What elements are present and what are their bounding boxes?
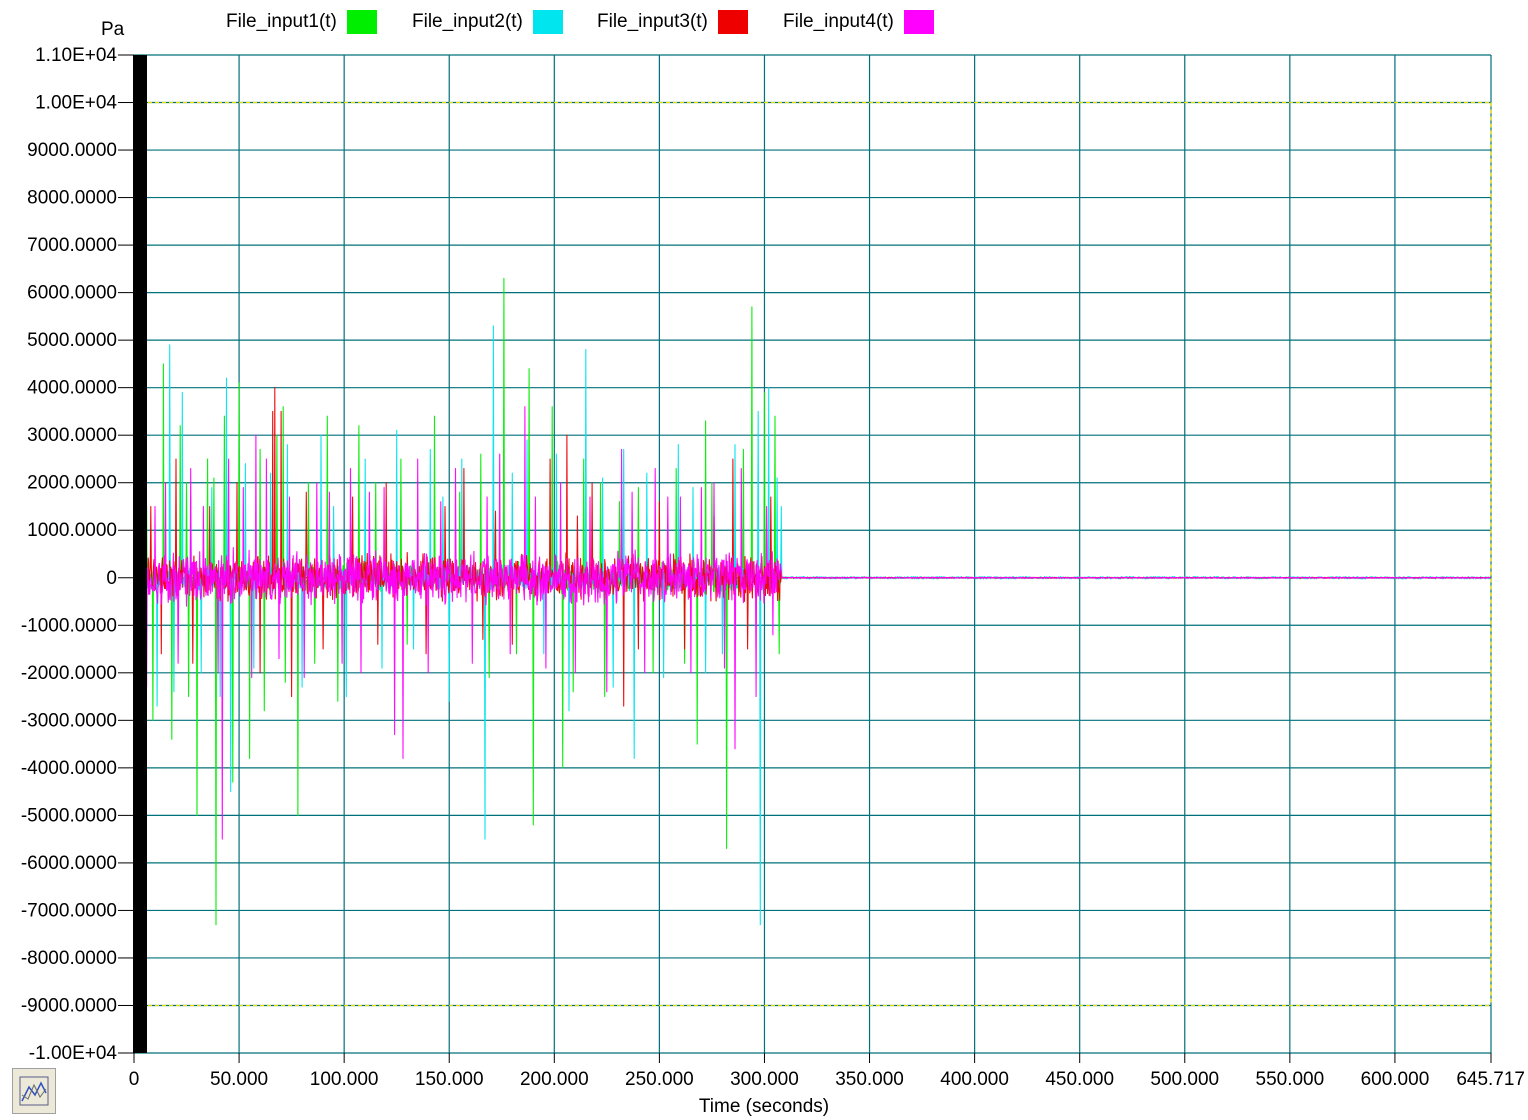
- legend-label: File_input3(t): [597, 11, 708, 32]
- legend-swatch: [717, 10, 748, 34]
- x-tick-label: 300.000: [730, 1069, 799, 1090]
- x-tick-label: 600.000: [1361, 1069, 1430, 1090]
- x-axis-ticks: 0 50.000 100.000 150.000 200.000 250.000 300.0…: [129, 1053, 1525, 1090]
- y-tick-label: -1000.0000: [21, 615, 117, 636]
- y-tick-label: -3000.0000: [21, 710, 117, 731]
- x-tick-label: 550.000: [1256, 1069, 1325, 1090]
- legend-swatch: [903, 10, 934, 34]
- y-tick-label: -5000.0000: [21, 805, 117, 826]
- legend-swatch: [346, 10, 377, 34]
- y-tick-label: 1.10E+04: [35, 45, 117, 66]
- y-axis-unit: Pa: [101, 19, 125, 40]
- x-tick-label: 645.717: [1456, 1069, 1525, 1090]
- y-tick-label: 9000.0000: [27, 140, 117, 161]
- x-tick-label: 250.000: [625, 1069, 694, 1090]
- y-tick-label: -7000.0000: [21, 900, 117, 921]
- grid: [133, 54, 1492, 1054]
- legend-item: File_input4(t): [783, 10, 934, 34]
- series-group: [133, 277, 1491, 926]
- legend-item: File_input1(t): [226, 10, 377, 34]
- y-axis-ticks: 1.10E+04 1.00E+04 9000.0000 8000.0000 7000.0…: [21, 45, 134, 1064]
- series-line: [133, 387, 1491, 759]
- x-tick-label: 350.000: [835, 1069, 904, 1090]
- x-tick-label: 450.000: [1045, 1069, 1114, 1090]
- series-line: [133, 277, 1491, 926]
- limit-lines: [134, 101, 1492, 1007]
- y-tick-label: -8000.0000: [21, 948, 117, 969]
- y-tick-label: -6000.0000: [21, 853, 117, 874]
- x-tick-label: 100.000: [310, 1069, 379, 1090]
- legend-item: File_input2(t): [412, 10, 563, 34]
- legend-swatch: [532, 10, 563, 34]
- legend-item: File_input3(t): [597, 10, 748, 34]
- x-tick-label: 50.000: [210, 1069, 268, 1090]
- y-tick-label: 1.00E+04: [35, 93, 117, 114]
- y-tick-label: 2000.0000: [27, 473, 117, 494]
- y-tick-label: 7000.0000: [27, 235, 117, 256]
- x-tick-label: 400.000: [940, 1069, 1009, 1090]
- series-line: [133, 406, 1491, 840]
- y-tick-label: -9000.0000: [21, 995, 117, 1016]
- x-tick-label: 0: [129, 1069, 140, 1090]
- x-tick-label: 150.000: [415, 1069, 484, 1090]
- y-tick-label: 1000.0000: [27, 520, 117, 541]
- legend-label: File_input1(t): [226, 11, 337, 32]
- y-tick-label: 5000.0000: [27, 330, 117, 351]
- x-tick-label: 200.000: [520, 1069, 589, 1090]
- legend-label: File_input2(t): [412, 11, 523, 32]
- y-tick-label: 8000.0000: [27, 188, 117, 209]
- y-tick-label: 3000.0000: [27, 425, 117, 446]
- x-tick-label: 500.000: [1150, 1069, 1219, 1090]
- legend-label: File_input4(t): [783, 11, 894, 32]
- y-tick-label: -2000.0000: [21, 663, 117, 684]
- y-tick-label: 0: [106, 568, 117, 589]
- y-tick-label: 6000.0000: [27, 283, 117, 304]
- y-tick-label: -4000.0000: [21, 758, 117, 779]
- y-axis-bar: [133, 55, 147, 1053]
- chart-toggle-icon[interactable]: [12, 1068, 56, 1114]
- y-tick-label: -1.00E+04: [29, 1043, 118, 1064]
- x-axis-label: Time (seconds): [698, 1096, 830, 1117]
- y-tick-label: 4000.0000: [27, 378, 117, 399]
